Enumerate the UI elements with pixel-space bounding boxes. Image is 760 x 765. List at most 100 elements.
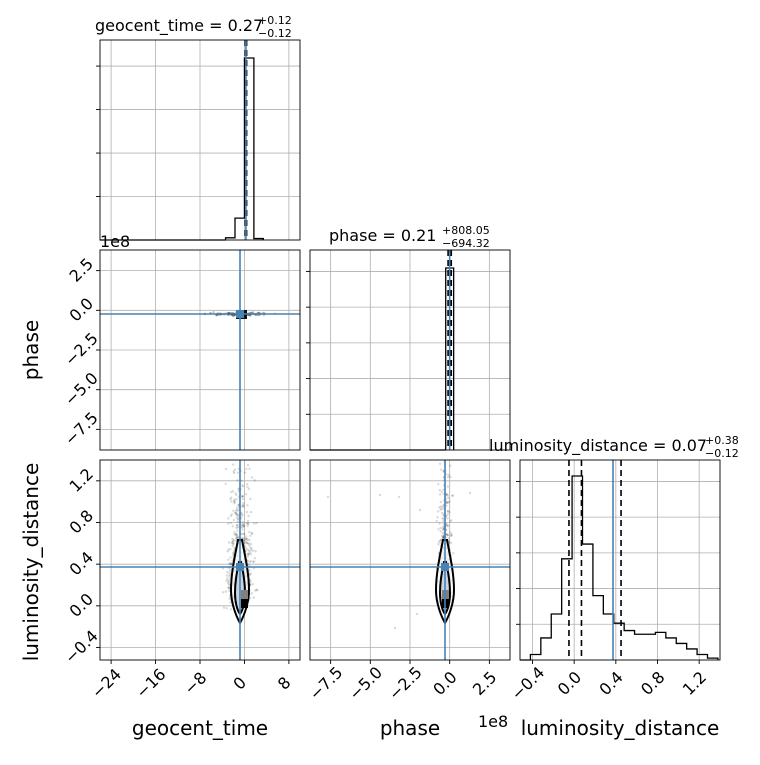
scatter-point xyxy=(228,597,231,600)
scatter-point xyxy=(446,513,449,516)
scatter-point xyxy=(442,519,445,522)
histogram xyxy=(520,475,719,661)
histogram-step xyxy=(224,57,264,240)
scatter-point xyxy=(225,574,228,577)
scatter-point xyxy=(442,469,445,473)
scatter-point xyxy=(240,523,244,527)
grid-lines xyxy=(310,460,510,660)
scatter-point xyxy=(246,519,250,523)
scatter-point xyxy=(240,495,243,498)
y-tick-label: −2.5 xyxy=(61,329,102,370)
scatter-point xyxy=(235,493,238,497)
x-tick-label: −8 xyxy=(180,668,210,698)
scatter-point xyxy=(441,505,445,509)
scatter-point xyxy=(226,550,229,553)
x-tick-label: 0.0 xyxy=(429,668,460,699)
scatter-point xyxy=(236,513,240,517)
scatter-point xyxy=(243,471,247,474)
scatter-point xyxy=(254,589,257,592)
scatter-point xyxy=(235,506,239,509)
scatter-point xyxy=(235,536,238,540)
scatter-point xyxy=(240,505,243,508)
scatter-point xyxy=(244,535,247,538)
scatter-point xyxy=(242,524,246,528)
scatter-point xyxy=(228,589,231,592)
scatter-point xyxy=(446,533,449,536)
scatter-point xyxy=(439,539,442,542)
x-tick-label: 0.0 xyxy=(554,668,585,699)
scatter-point xyxy=(241,497,245,501)
y-ticks xyxy=(96,65,100,197)
scatter-point xyxy=(448,520,452,523)
y-ticks xyxy=(516,480,520,625)
scatter-point xyxy=(236,517,239,521)
title-phase-minus: −694.32 xyxy=(442,237,490,250)
scatter-point xyxy=(236,534,239,537)
scatter-point xyxy=(326,495,330,499)
scatter-point xyxy=(241,528,244,531)
scatter-point xyxy=(250,531,253,535)
scatter-point xyxy=(242,502,245,505)
scatter-point xyxy=(232,550,236,553)
scatter-point xyxy=(232,499,236,503)
scatter-point xyxy=(252,596,255,599)
scatter-point xyxy=(248,573,251,577)
scatter-point xyxy=(440,534,444,537)
scatter-point xyxy=(452,552,455,555)
x-tick-label: 8 xyxy=(274,673,295,694)
scatter-point xyxy=(251,560,255,564)
panel-frame xyxy=(519,459,721,661)
x-tick-label: 0.8 xyxy=(637,668,668,699)
scatter-point xyxy=(448,511,451,514)
title-geocent-time-minus: −0.12 xyxy=(258,27,292,40)
title-phase: phase = 0.21 xyxy=(329,226,436,245)
y-tick-label: 0.0 xyxy=(66,294,97,325)
scatter-point xyxy=(254,550,257,553)
scatter-point xyxy=(229,556,232,559)
scatter-point xyxy=(255,521,258,525)
scatter-point xyxy=(440,507,443,511)
scatter-point xyxy=(234,534,238,537)
title-luminosity-distance-plus: +0.38 xyxy=(705,434,739,447)
scatter-point xyxy=(245,467,248,471)
scatter-point xyxy=(442,514,445,517)
scatter-point xyxy=(235,516,239,519)
scatter-point xyxy=(243,545,247,548)
scatter-point xyxy=(446,517,449,520)
scatter-point xyxy=(468,491,472,495)
scatter-point xyxy=(229,497,232,501)
scatter-point xyxy=(449,541,453,545)
scatter-point xyxy=(248,538,251,542)
scatter-point xyxy=(224,590,228,593)
scatter-point xyxy=(450,533,453,536)
scatter-point xyxy=(241,485,245,488)
scatter-point xyxy=(245,542,249,545)
truth-marker xyxy=(236,563,244,571)
scatter-point xyxy=(231,490,235,493)
scatter-point xyxy=(437,540,441,543)
scatter-point xyxy=(446,475,450,479)
scatter-point xyxy=(246,522,250,525)
scatter-point xyxy=(230,500,233,503)
quantile-lines xyxy=(447,250,453,450)
y-tick-label: −0.4 xyxy=(61,626,102,667)
x-axis-luminosity-distance-ticks: −0.4 0.0 0.4 0.8 1.2 xyxy=(507,660,710,704)
scatter-point xyxy=(227,586,231,589)
scatter-point xyxy=(253,557,257,560)
scatter-point xyxy=(233,531,236,534)
scatter-point xyxy=(226,570,229,574)
scatter-point xyxy=(446,510,449,513)
scatter-point xyxy=(243,532,246,536)
scatter-point xyxy=(251,532,254,535)
scatter-point xyxy=(232,542,235,545)
y-axis-luminosity-distance-ticks: −0.4 0.0 0.4 0.8 1.2 xyxy=(61,464,102,667)
scatter-point xyxy=(246,504,249,507)
scatter-point xyxy=(442,492,445,496)
scatter-point xyxy=(245,522,248,525)
offset-text-phase-y: 1e8 xyxy=(100,232,130,251)
x-tick-label: −24 xyxy=(88,665,125,702)
scatter-point xyxy=(250,547,253,550)
scatter-point xyxy=(227,579,230,582)
density-bin xyxy=(241,590,248,599)
